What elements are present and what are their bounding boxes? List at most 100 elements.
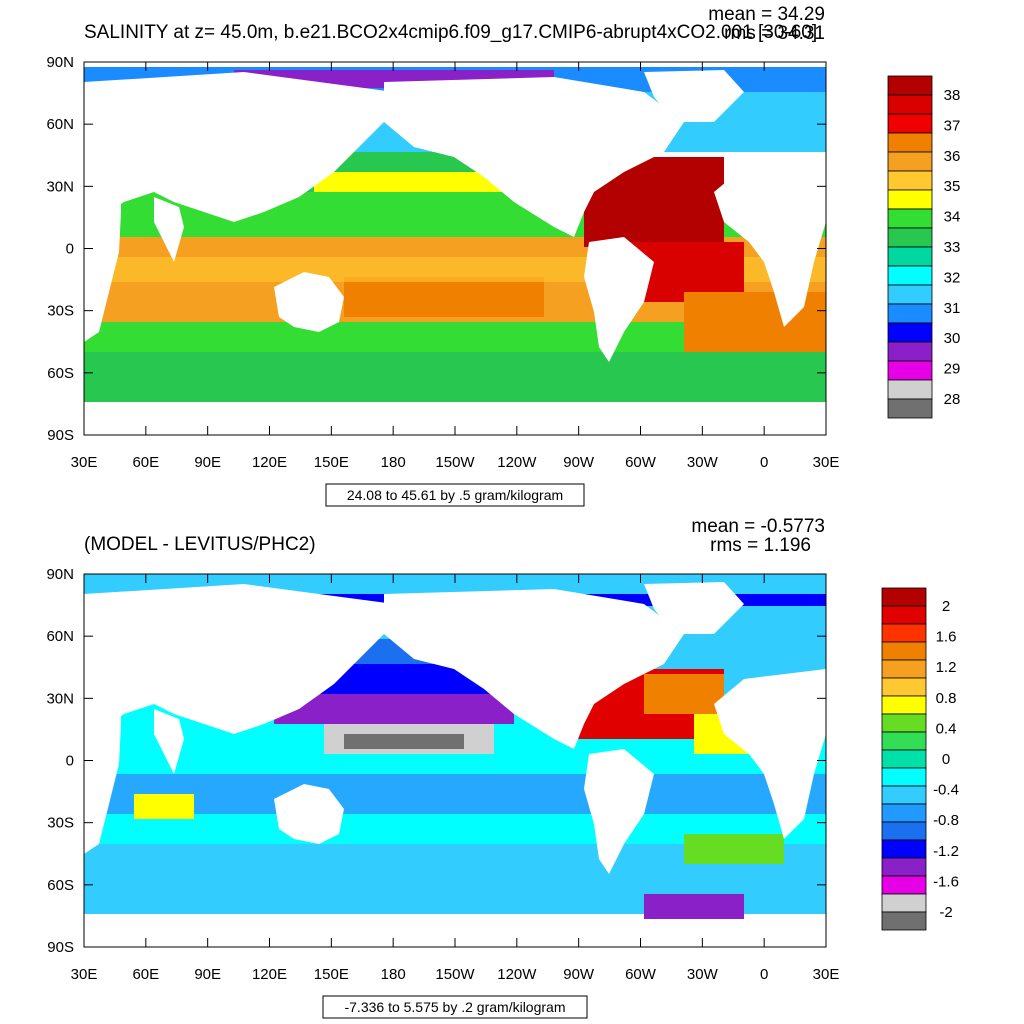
colorbar-label: 34: [944, 209, 961, 226]
colorbar-label: 1.2: [936, 659, 957, 676]
lon-tick-label: 90W: [563, 966, 595, 983]
colorbar-swatch: [881, 695, 927, 715]
colorbar-swatch: [887, 322, 933, 343]
lon-tick-label: 120E: [252, 454, 287, 471]
salinity-map: [0, 62, 826, 435]
panel-top: SALINITY at z= 45.0m, b.e21.BCO2x4cmip6.…: [0, 4, 961, 507]
colorbar-swatch: [887, 227, 933, 248]
colorbar-bottom: 2 1.6 1.2 0.8 0.4 0 -0.4 -0.8 -1.2 -1.6 -2: [881, 587, 959, 931]
colorbar-swatch: [887, 94, 933, 115]
colorbar-label: 38: [944, 87, 961, 104]
lat-tick-label: 60S: [47, 365, 74, 382]
colorbar-label: 35: [944, 178, 961, 195]
contour-info-label: 24.08 to 45.61 by .5 gram/kilogram: [347, 487, 563, 503]
colorbar-swatch: [887, 151, 933, 172]
lon-tick-label: 30W: [687, 966, 719, 983]
lon-tick-label: 90E: [194, 966, 221, 983]
contour-info-box: [325, 483, 585, 507]
axis-ticks-top: 90N 60N 30N 0 30S 60S 90S 30E 60E 90E 120E 150E 180 1…: [46, 54, 839, 471]
lon-tick-label: 150W: [435, 966, 475, 983]
colorbar-label: 0: [942, 751, 950, 768]
colorbar-swatch: [881, 749, 927, 769]
colorbar-swatch: [887, 398, 933, 419]
colorbar-swatch: [887, 265, 933, 286]
colorbar-label: 36: [944, 148, 961, 165]
lat-tick-label: 0: [66, 753, 74, 770]
colorbar-swatch: [881, 911, 927, 931]
salinity-difference-map: [0, 574, 826, 947]
rms-label: rms = 34.31: [724, 23, 825, 44]
lat-tick-label: 90S: [47, 939, 74, 956]
lon-tick-label: 180: [381, 454, 406, 471]
colorbar-label: 30: [944, 330, 961, 347]
colorbar-label: -2: [939, 904, 952, 921]
mean-label: mean = 34.29: [708, 4, 825, 25]
colorbar-swatch: [887, 303, 933, 324]
colorbar-swatch: [881, 587, 927, 607]
colorbar-swatch: [881, 713, 927, 733]
rms-label: rms = 1.196: [710, 535, 811, 556]
colorbar-swatch: [881, 875, 927, 895]
colorbar-swatch: [887, 113, 933, 134]
colorbar-swatch: [881, 839, 927, 859]
colorbar-swatch: [881, 821, 927, 841]
lat-tick-label: 90N: [46, 566, 74, 583]
lat-tick-label: 30N: [46, 178, 74, 195]
lon-tick-label: 60E: [132, 966, 159, 983]
colorbar-swatch: [887, 360, 933, 381]
lat-tick-label: 60N: [46, 116, 74, 133]
lon-tick-label: 180: [381, 966, 406, 983]
lat-tick-label: 0: [66, 241, 74, 258]
colorbar-swatch: [881, 623, 927, 643]
lon-tick-label: 30W: [687, 454, 719, 471]
colorbar-label: 29: [944, 361, 961, 378]
colorbar-swatch: [887, 132, 933, 153]
colorbar-swatch: [881, 785, 927, 805]
colorbar-swatch: [881, 857, 927, 877]
lon-tick-label: 90W: [563, 454, 595, 471]
colorbar-swatch: [881, 803, 927, 823]
colorbar-label: -1.6: [933, 873, 959, 890]
lon-tick-label: 120W: [497, 966, 537, 983]
colorbar-swatch: [887, 170, 933, 191]
panel-title: (MODEL - LEVITUS/PHC2): [84, 534, 316, 555]
colorbar-swatch: [881, 767, 927, 787]
lat-tick-label: 30S: [47, 303, 74, 320]
colorbar-label: -0.4: [933, 782, 959, 799]
lon-tick-label: 90E: [194, 454, 221, 471]
colorbar-swatch: [887, 208, 933, 229]
contour-info-box: [322, 995, 588, 1019]
lon-tick-label: 60E: [132, 454, 159, 471]
colorbar-label: 33: [944, 239, 961, 256]
colorbar-swatch: [881, 677, 927, 697]
colorbar-swatch: [881, 641, 927, 661]
colorbar-swatch: [887, 379, 933, 400]
mean-label: mean = -0.5773: [691, 516, 825, 537]
colorbar-swatch: [887, 189, 933, 210]
lat-tick-label: 60N: [46, 628, 74, 645]
lon-tick-label: 150E: [314, 454, 349, 471]
lat-tick-label: 90N: [46, 54, 74, 71]
lon-tick-label: 30E: [813, 966, 840, 983]
colorbar-swatch: [887, 341, 933, 362]
lon-tick-label: 30E: [71, 454, 98, 471]
colorbar-label: 0.8: [936, 690, 957, 707]
lon-tick-label: 60W: [625, 966, 657, 983]
panel-title: SALINITY at z= 45.0m, b.e21.BCO2x4cmip6.…: [84, 22, 817, 43]
lon-tick-label: 30E: [71, 966, 98, 983]
lon-tick-label: 30E: [813, 454, 840, 471]
lat-tick-label: 30S: [47, 815, 74, 832]
axis-ticks-bottom: 90N 60N 30N 0 30S 60S 90S 30E 60E 90E 120E 150E 180 1…: [46, 566, 839, 983]
colorbar-label: 28: [944, 391, 961, 408]
colorbar-label: -0.8: [933, 812, 959, 829]
lat-tick-label: 30N: [46, 690, 74, 707]
colorbar-swatch: [881, 605, 927, 625]
colorbar-label: 37: [944, 117, 961, 134]
colorbar-swatch: [881, 893, 927, 913]
lon-tick-label: 120E: [252, 966, 287, 983]
lat-tick-label: 90S: [47, 427, 74, 444]
lon-tick-label: 150E: [314, 966, 349, 983]
colorbar-label: 32: [944, 269, 961, 286]
colorbar-label: 0.4: [936, 720, 957, 737]
lon-tick-label: 0: [760, 966, 768, 983]
